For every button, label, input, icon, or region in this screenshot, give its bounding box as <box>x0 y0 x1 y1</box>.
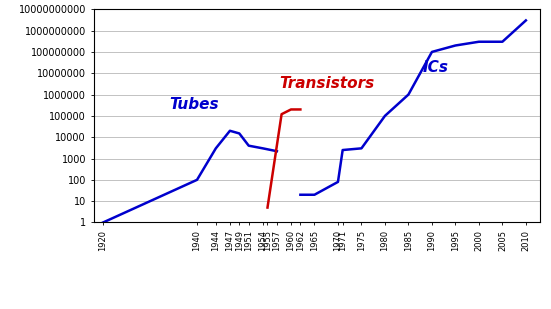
Text: ICs: ICs <box>423 60 449 75</box>
Text: Tubes: Tubes <box>169 97 218 112</box>
Text: Transistors: Transistors <box>279 76 375 91</box>
